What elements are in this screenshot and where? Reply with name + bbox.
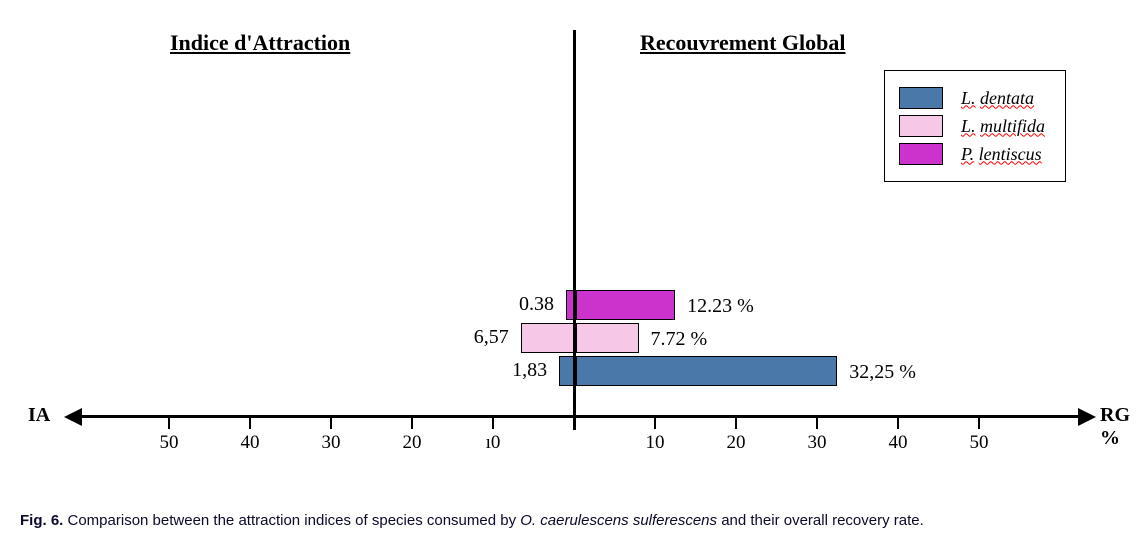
legend: L. dentata L. multifida P. lentiscus	[884, 70, 1066, 182]
tick	[816, 417, 818, 429]
tick	[492, 417, 494, 429]
figure-caption: Fig. 6. Comparison between the attractio…	[20, 510, 1126, 531]
tick-label: 20	[403, 432, 422, 454]
legend-label: L. multifida	[961, 116, 1045, 137]
legend-item: P. lentiscus	[899, 143, 1045, 165]
caption-prefix: Fig. 6.	[20, 512, 63, 529]
chart-container: Indice d'Attraction Recouvrement Global …	[20, 20, 1126, 480]
bar-label-rg: 32,25 %	[849, 361, 916, 384]
legend-label: P. lentiscus	[961, 144, 1042, 165]
caption-text-after: and their overall recovery rate.	[717, 512, 924, 529]
caption-text-before: Comparison between the attraction indice…	[63, 512, 520, 529]
legend-swatch	[899, 87, 943, 109]
tick-label: 50	[160, 432, 179, 454]
title-left: Indice d'Attraction	[170, 30, 350, 56]
caption-species: O. caerulescens sulferescens	[520, 512, 717, 529]
legend-item: L. multifida	[899, 115, 1045, 137]
axis-label-rg: RG %	[1100, 404, 1130, 450]
tick-label: 40	[241, 432, 260, 454]
tick	[897, 417, 899, 429]
bar-label-ia: 0.38	[519, 293, 554, 316]
tick	[654, 417, 656, 429]
bar-rg	[576, 356, 837, 386]
tick	[330, 417, 332, 429]
tick-label: 30	[322, 432, 341, 454]
bar-rg	[576, 290, 675, 320]
bar-label-ia: 1,83	[512, 359, 547, 382]
legend-label: L. dentata	[961, 88, 1034, 109]
bar-ia	[521, 323, 574, 353]
legend-swatch	[899, 143, 943, 165]
tick-label: 20	[727, 432, 746, 454]
tick-label: 30	[808, 432, 827, 454]
tick	[249, 417, 251, 429]
arrow-left-icon	[64, 408, 82, 426]
x-axis	[80, 415, 1080, 418]
legend-item: L. dentata	[899, 87, 1045, 109]
tick	[735, 417, 737, 429]
tick-label: 50	[970, 432, 989, 454]
arrow-right-icon	[1078, 408, 1096, 426]
bar-ia	[566, 290, 574, 320]
bar-label-ia: 6,57	[474, 326, 509, 349]
tick	[168, 417, 170, 429]
tick	[978, 417, 980, 429]
legend-swatch	[899, 115, 943, 137]
tick-label: 40	[889, 432, 908, 454]
tick	[411, 417, 413, 429]
tick-label: 10	[646, 432, 665, 454]
title-right: Recouvrement Global	[640, 30, 846, 56]
axis-label-ia: IA	[28, 404, 50, 427]
bar-rg	[576, 323, 639, 353]
bar-label-rg: 12.23 %	[687, 295, 754, 318]
bar-ia	[559, 356, 574, 386]
tick-label: ı0	[486, 432, 501, 454]
bar-label-rg: 7.72 %	[651, 328, 708, 351]
